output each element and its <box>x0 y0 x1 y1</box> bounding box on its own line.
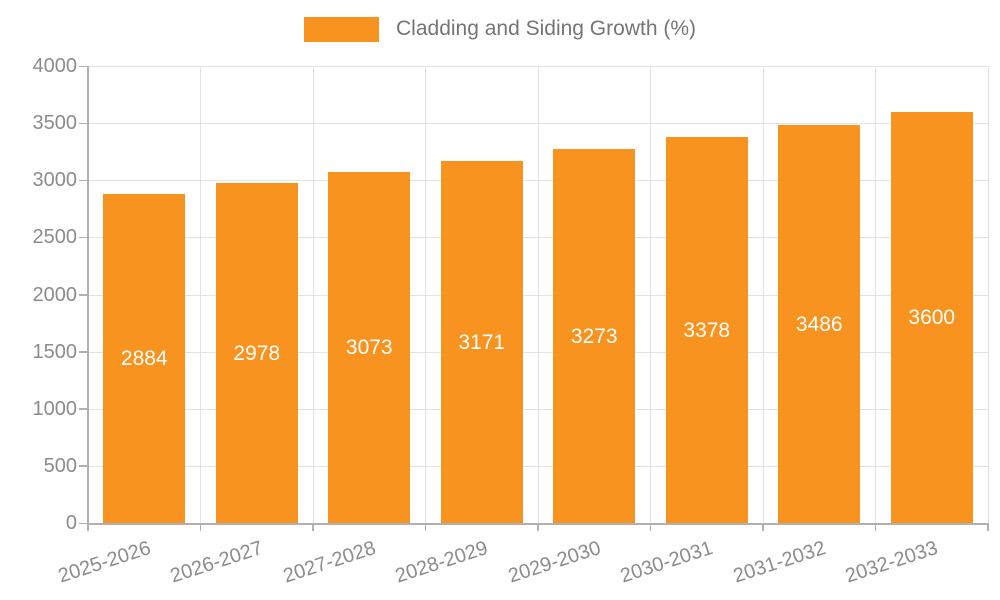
y-axis-label: 3000 <box>32 169 78 192</box>
y-axis-line <box>87 66 89 525</box>
x-axis-label: 2025-2026 <box>55 537 154 588</box>
y-axis-label: 1500 <box>32 340 78 363</box>
y-axis-tick <box>79 65 87 67</box>
x-axis-label: 2031-2032 <box>730 537 829 588</box>
y-axis-tick <box>79 236 87 239</box>
y-axis-tick <box>79 294 87 296</box>
bar[interactable]: 3600 <box>890 111 973 523</box>
bar[interactable]: 3171 <box>440 160 523 523</box>
y-axis-tick <box>79 465 87 467</box>
bar[interactable]: 3073 <box>328 171 411 523</box>
y-axis-label: 3500 <box>32 112 78 135</box>
bar-value-label: 2978 <box>233 341 281 365</box>
x-axis-tick <box>874 523 877 531</box>
bar[interactable]: 2978 <box>215 182 298 523</box>
x-axis-tick <box>87 523 89 531</box>
bar-value-label: 2884 <box>120 347 168 371</box>
x-axis-label: 2026-2027 <box>167 537 266 588</box>
x-gridline <box>312 66 314 523</box>
x-axis-tick <box>424 523 427 531</box>
x-axis-label: 2028-2029 <box>392 537 491 588</box>
bar[interactable]: 3486 <box>778 124 861 523</box>
x-gridline <box>762 66 764 523</box>
bar-value-label: 3600 <box>908 306 956 330</box>
x-axis-tick <box>762 523 764 531</box>
y-axis-tick <box>79 351 87 353</box>
plot-area: 0 500 1000 1500 2000 2500 3000 3500 4000 2884 2978… <box>33 56 989 587</box>
bar-value-label: 3073 <box>345 336 393 360</box>
x-axis-tick <box>312 523 314 531</box>
x-gridline <box>200 66 201 523</box>
x-gridline <box>537 66 539 523</box>
y-axis-label: 2500 <box>32 226 78 249</box>
y-axis-label: 1000 <box>32 397 78 420</box>
x-axis-label: 2030-2031 <box>617 537 716 588</box>
legend-label: Cladding and Siding Growth (%) <box>396 17 696 40</box>
bar[interactable]: 3273 <box>553 149 636 523</box>
x-axis-label: 2027-2028 <box>280 537 379 588</box>
bar-value-label: 3171 <box>458 330 506 354</box>
x-gridline <box>987 66 989 523</box>
bar-value-label: 3378 <box>683 319 731 343</box>
x-axis-label: 2032-2033 <box>842 537 941 588</box>
bar-value-label: 3486 <box>795 312 843 336</box>
x-axis-tick <box>199 523 202 531</box>
x-axis-tick <box>537 523 539 531</box>
bar[interactable]: 3378 <box>665 137 748 523</box>
x-gridline <box>425 66 426 523</box>
x-axis-tick <box>987 523 989 531</box>
x-gridline <box>650 66 651 523</box>
y-axis-tick <box>79 122 87 125</box>
x-axis-label: 2029-2030 <box>505 537 604 588</box>
bar-value-label: 3273 <box>570 325 618 349</box>
y-axis-label: 2000 <box>32 283 78 306</box>
x-gridline <box>875 66 876 523</box>
legend-swatch <box>304 16 379 42</box>
y-axis-label: 4000 <box>32 55 78 77</box>
y-axis-label: 500 <box>43 454 77 477</box>
y-axis-tick <box>79 522 87 524</box>
y-axis-tick <box>79 179 87 182</box>
x-axis-tick <box>649 523 652 531</box>
y-axis-tick <box>79 408 87 410</box>
bar[interactable]: 2884 <box>103 193 186 523</box>
y-axis-label: 0 <box>65 512 77 534</box>
legend[interactable]: Cladding and Siding Growth (%) <box>0 14 1000 44</box>
